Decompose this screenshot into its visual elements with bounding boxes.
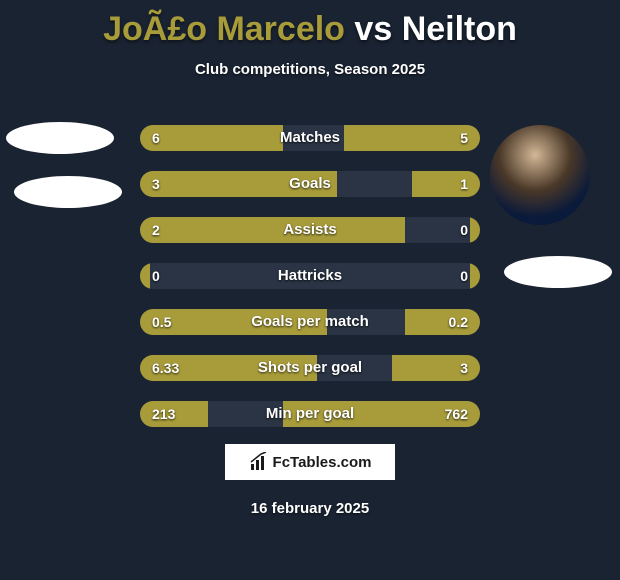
- stat-label: Assists: [140, 217, 480, 243]
- stat-row: 0.50.2Goals per match: [140, 309, 480, 335]
- stat-row: 31Goals: [140, 171, 480, 197]
- stat-label: Goals per match: [140, 309, 480, 335]
- stat-row: 00Hattricks: [140, 263, 480, 289]
- date-text: 16 february 2025: [0, 500, 620, 517]
- stat-label: Goals: [140, 171, 480, 197]
- vs-text: vs: [354, 10, 392, 48]
- stat-label: Hattricks: [140, 263, 480, 289]
- player2-avatar: [490, 125, 590, 225]
- stat-row: 6.333Shots per goal: [140, 355, 480, 381]
- player2-name: Neilton: [402, 10, 517, 48]
- stat-row: 20Assists: [140, 217, 480, 243]
- player1-name: JoÃ£o Marcelo: [103, 10, 345, 48]
- stat-label: Min per goal: [140, 401, 480, 427]
- comparison-title: JoÃ£o Marcelo vs Neilton: [0, 0, 620, 49]
- stat-label: Matches: [140, 125, 480, 151]
- brand-chart-icon: [249, 452, 269, 472]
- decorative-oval: [504, 256, 612, 288]
- decorative-oval: [14, 176, 122, 208]
- decorative-oval: [6, 122, 114, 154]
- stats-container: 65Matches 31Goals 20Assists 00Hattricks 0.50…: [140, 125, 480, 447]
- stat-row: 65Matches: [140, 125, 480, 151]
- subtitle: Club competitions, Season 2025: [0, 61, 620, 78]
- stat-row: 213762Min per goal: [140, 401, 480, 427]
- brand-badge: FcTables.com: [225, 444, 395, 480]
- brand-text: FcTables.com: [273, 454, 372, 471]
- stat-label: Shots per goal: [140, 355, 480, 381]
